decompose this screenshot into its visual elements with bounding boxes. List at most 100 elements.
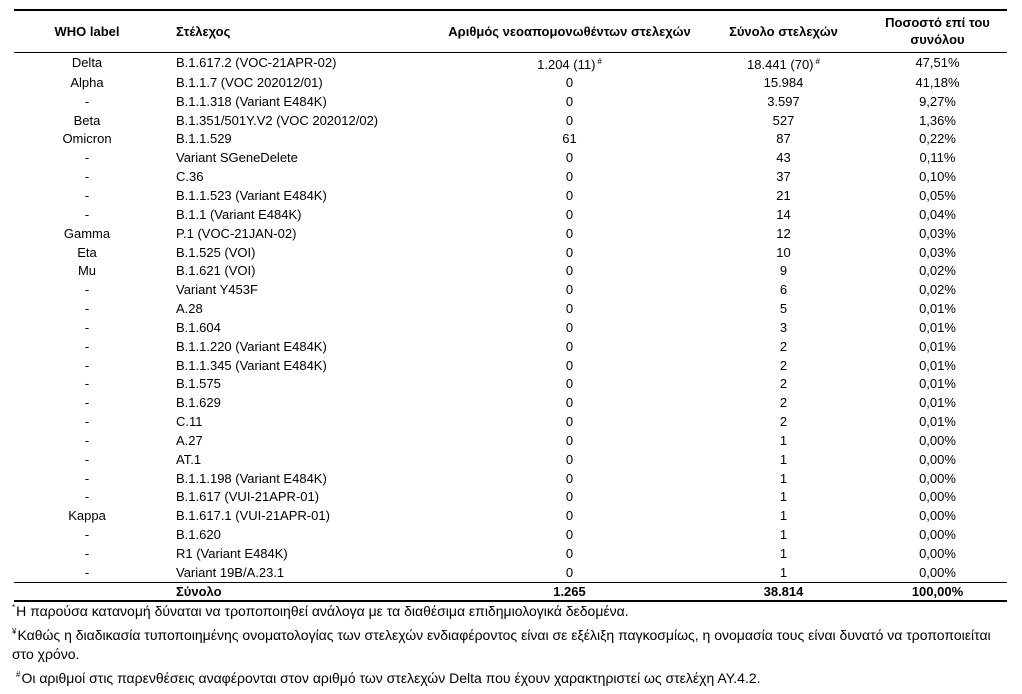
strain-cell-text: B.1.1.198 (Variant E484K) [176, 470, 327, 486]
percent-cell: 0,01% [868, 356, 1007, 375]
percent-cell-text: 0,00% [919, 432, 956, 448]
new-isolated-cell: 0 [440, 375, 699, 394]
total-cell: 87 [699, 130, 868, 149]
strain-cell: R1 (Variant E484K) [160, 545, 440, 564]
percent-cell-text: 0,03% [919, 225, 956, 241]
percent-cell-text: 0,00% [919, 527, 956, 543]
total-cell-text: 2 [779, 357, 788, 373]
strain-cell-text: C.36 [176, 169, 204, 185]
strain-cell: B.1.621 (VOI) [160, 262, 440, 281]
strain-cell-text: B.1.575 [176, 376, 221, 392]
table-row: - R1 (Variant E484K) 0 1 0,00% [14, 545, 1007, 564]
percent-cell-text: 0,00% [919, 564, 956, 580]
who-label-cell: - [14, 168, 160, 187]
totals-row: Σύνολο 1.265 38.814 100,00% [14, 581, 1007, 603]
strain-cell: B.1.1.220 (Variant E484K) [160, 337, 440, 356]
who-label-cell: - [14, 450, 160, 469]
total-cell: 6 [699, 281, 868, 300]
total-cell-text: 1 [779, 508, 788, 524]
percent-cell: 0,00% [868, 450, 1007, 469]
percent-cell-text: 0,01% [919, 301, 956, 317]
new-isolated-cell: 0 [440, 450, 699, 469]
total-cell-text: 10 [776, 244, 791, 260]
total-cell: 14 [699, 205, 868, 224]
new-isolated-cell-text: 0 [565, 527, 574, 543]
footnotes: *Η παρούσα κατανομή δύναται να τροποποιη… [12, 598, 1012, 688]
strain-cell-text: B.1.1.529 [176, 131, 232, 147]
who-label-cell: - [14, 488, 160, 507]
new-isolated-cell-text: 0 [565, 282, 574, 298]
table-body: Delta B.1.617.2 (VOC-21APR-02) 1.204 (11) #… [14, 52, 1007, 582]
total-cell: 43 [699, 149, 868, 168]
table-footer: Σύνολο 1.265 38.814 100,00% [14, 581, 1007, 603]
total-cell-text: 43 [776, 150, 791, 166]
new-isolated-cell: 0 [440, 432, 699, 451]
total-cell: 1 [699, 432, 868, 451]
new-isolated-cell: 0 [440, 356, 699, 375]
total-cell: 2 [699, 394, 868, 413]
who-label-cell: - [14, 187, 160, 206]
footnote-text: Καθώς η διαδικασία τυποποιημένης ονοματο… [12, 626, 991, 663]
percent-cell-text: 0,00% [919, 489, 956, 505]
new-isolated-cell-text: 0 [565, 432, 574, 448]
header-row: WHO label Στέλεχος Αριθμός νεοαπομονωθέν… [14, 9, 1007, 53]
strain-cell: B.1.1 (Variant E484K) [160, 205, 440, 224]
percent-cell-text: 0,01% [919, 338, 956, 354]
total-cell-text: 1 [779, 546, 788, 562]
who-label-cell: - [14, 469, 160, 488]
total-cell: 2 [699, 337, 868, 356]
percent-cell: 0,00% [868, 545, 1007, 564]
who-label-cell-text: - [84, 451, 90, 467]
totals-who-cell [14, 581, 160, 603]
new-isolated-cell: 0 [440, 394, 699, 413]
total-cell-text: 21 [776, 187, 791, 203]
percent-cell: 0,01% [868, 375, 1007, 394]
total-cell-text: 2 [779, 414, 788, 430]
percent-cell-text: 1,36% [919, 112, 956, 128]
who-label-cell-text: - [84, 414, 90, 430]
total-cell-text: 527 [772, 112, 795, 128]
who-label-cell: - [14, 545, 160, 564]
strain-cell-text: B.1.1.220 (Variant E484K) [176, 338, 327, 354]
who-label-cell-text: Beta [73, 112, 101, 128]
header-who-label: WHO label [14, 9, 160, 53]
who-label-cell-text: - [84, 282, 90, 298]
who-label-cell: - [14, 432, 160, 451]
table-row: - Variant SGeneDelete 0 43 0,11% [14, 149, 1007, 168]
new-isolated-cell: 0 [440, 545, 699, 564]
table-row: Omicron B.1.1.529 61 87 0,22% [14, 130, 1007, 149]
new-isolated-cell-text: 0 [565, 263, 574, 279]
total-cell-text: 2 [779, 395, 788, 411]
total-cell: 12 [699, 224, 868, 243]
footnote-mark: * [12, 603, 16, 612]
who-label-cell-text: - [84, 489, 90, 505]
total-cell: 9 [699, 262, 868, 281]
new-isolated-cell: 0 [440, 168, 699, 187]
who-label-cell: Beta [14, 111, 160, 130]
new-isolated-cell-text: 0 [565, 301, 574, 317]
strain-cell-text: B.1.620 [176, 527, 221, 543]
total-cell: 1 [699, 450, 868, 469]
percent-cell: 0,01% [868, 337, 1007, 356]
strain-cell-text: Variant 19B/A.23.1 [176, 564, 285, 580]
strain-cell-text: B.1.617.1 (VUI-21APR-01) [176, 508, 330, 524]
total-cell: 2 [699, 375, 868, 394]
table-row: - B.1.1.523 (Variant E484K) 0 21 0,05% [14, 187, 1007, 206]
strain-cell-text: Variant SGeneDelete [176, 150, 298, 166]
who-label-cell: Gamma [14, 224, 160, 243]
percent-cell: 0,00% [868, 432, 1007, 451]
who-label-cell-text: Mu [77, 263, 97, 279]
percent-cell-text: 0,00% [919, 508, 956, 524]
strain-cell: B.1.1.523 (Variant E484K) [160, 187, 440, 206]
total-cell: 15.984 [699, 74, 868, 93]
who-label-cell-text: - [84, 206, 90, 222]
strain-cell: A.27 [160, 432, 440, 451]
who-label-cell-text: Delta [71, 55, 103, 70]
new-isolated-cell: 0 [440, 187, 699, 206]
table-row: - B.1.629 0 2 0,01% [14, 394, 1007, 413]
new-isolated-cell-text: 0 [565, 470, 574, 486]
table-row: Delta B.1.617.2 (VOC-21APR-02) 1.204 (11) #… [14, 52, 1007, 74]
table-row: - B.1.1.198 (Variant E484K) 0 1 0,00% [14, 469, 1007, 488]
table-row: Gamma P.1 (VOC-21JAN-02) 0 12 0,03% [14, 224, 1007, 243]
table-row: Beta B.1.351/501Y.V2 (VOC 202012/02) 0 527 1… [14, 111, 1007, 130]
